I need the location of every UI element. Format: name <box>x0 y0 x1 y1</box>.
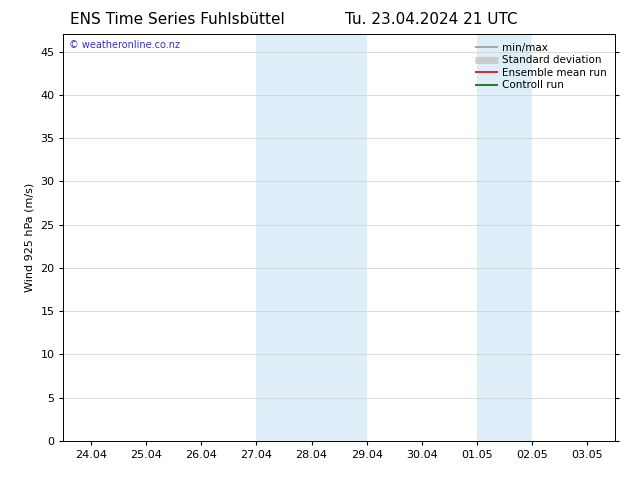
Y-axis label: Wind 925 hPa (m/s): Wind 925 hPa (m/s) <box>25 183 35 292</box>
Bar <box>256 34 367 441</box>
Text: © weatheronline.co.nz: © weatheronline.co.nz <box>69 40 180 50</box>
Text: Tu. 23.04.2024 21 UTC: Tu. 23.04.2024 21 UTC <box>345 12 517 27</box>
Bar <box>477 34 533 441</box>
Text: ENS Time Series Fuhlsbüttel: ENS Time Series Fuhlsbüttel <box>70 12 285 27</box>
Legend: min/max, Standard deviation, Ensemble mean run, Controll run: min/max, Standard deviation, Ensemble me… <box>472 40 610 94</box>
